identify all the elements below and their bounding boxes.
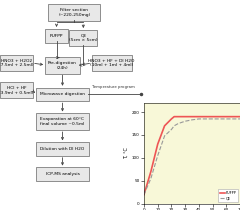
PUFPP: [232, 115, 234, 118]
FancyBboxPatch shape: [36, 142, 89, 156]
QE: [232, 118, 234, 120]
Text: ICP-MS analysis: ICP-MS analysis: [46, 172, 79, 176]
Text: Pre-digestion
(24h): Pre-digestion (24h): [48, 61, 77, 70]
PUFPP: [225, 115, 228, 118]
QE: [239, 118, 240, 120]
Text: HNO3 + HF + DI H2O
(10ml + 1ml + 4ml): HNO3 + HF + DI H2O (10ml + 1ml + 4ml): [88, 59, 135, 67]
Legend: PUFPP, QE: PUFPP, QE: [218, 189, 238, 202]
PUFPP: [239, 115, 240, 118]
FancyBboxPatch shape: [0, 55, 33, 71]
FancyBboxPatch shape: [48, 4, 101, 21]
FancyBboxPatch shape: [36, 113, 89, 130]
FancyBboxPatch shape: [45, 29, 68, 42]
Text: Dilution with DI H2O: Dilution with DI H2O: [40, 147, 85, 151]
QE: [163, 135, 166, 137]
Text: HNO3 + H2O2
(7.5ml + 2.5ml): HNO3 + H2O2 (7.5ml + 2.5ml): [0, 59, 34, 67]
FancyBboxPatch shape: [45, 57, 80, 74]
QE: [184, 120, 186, 122]
QE: [173, 125, 176, 127]
QE: [150, 177, 152, 180]
QE: [198, 118, 200, 120]
PUFPP: [198, 115, 200, 118]
QE: [143, 193, 145, 196]
PUFPP: [150, 170, 152, 173]
QE: [156, 154, 159, 157]
PUFPP: [184, 115, 186, 118]
PUFPP: [163, 125, 166, 127]
QE: [218, 118, 221, 120]
Text: Microwave digestion: Microwave digestion: [40, 92, 85, 97]
FancyBboxPatch shape: [91, 55, 132, 71]
PUFPP: [218, 115, 221, 118]
Line: QE: QE: [144, 119, 240, 194]
FancyBboxPatch shape: [36, 88, 89, 101]
Text: PUFPP: PUFPP: [50, 34, 63, 38]
Text: QE
(5cm × 5cm): QE (5cm × 5cm): [69, 33, 98, 42]
PUFPP: [211, 115, 214, 118]
FancyBboxPatch shape: [0, 82, 33, 98]
PUFPP: [170, 118, 173, 120]
PUFPP: [191, 115, 193, 118]
PUFPP: [177, 115, 180, 118]
PUFPP: [173, 115, 176, 118]
QE: [204, 118, 207, 120]
Text: Temperature program: Temperature program: [92, 85, 135, 89]
Text: Filter section
(~220-250mg): Filter section (~220-250mg): [58, 8, 90, 17]
PUFPP: [143, 193, 145, 196]
FancyBboxPatch shape: [69, 30, 97, 46]
Text: Evaporation at 60°C
final volume ~0.5ml: Evaporation at 60°C final volume ~0.5ml: [40, 117, 85, 126]
QE: [211, 118, 214, 120]
QE: [177, 122, 180, 125]
PUFPP: [156, 143, 159, 145]
PUFPP: [204, 115, 207, 118]
QE: [170, 128, 173, 131]
QE: [191, 119, 193, 121]
Y-axis label: T, °C: T, °C: [124, 147, 129, 159]
Line: PUFPP: PUFPP: [144, 117, 240, 194]
QE: [225, 118, 228, 120]
FancyBboxPatch shape: [36, 168, 89, 181]
Text: HCl + HF
(3.9ml + 0.5ml): HCl + HF (3.9ml + 0.5ml): [0, 86, 34, 95]
